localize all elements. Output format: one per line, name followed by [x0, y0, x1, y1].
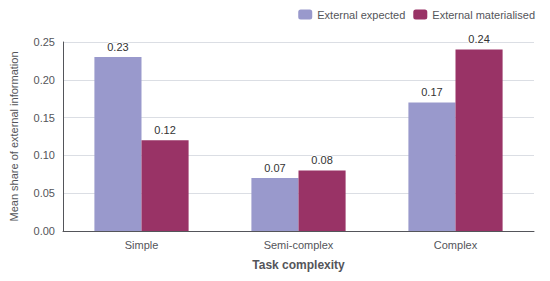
- svg-text:Simple: Simple: [125, 239, 159, 251]
- svg-text:0.05: 0.05: [34, 187, 55, 199]
- svg-text:0.12: 0.12: [154, 124, 175, 136]
- svg-text:0.20: 0.20: [34, 74, 55, 86]
- svg-text:External expected: External expected: [317, 9, 405, 21]
- svg-text:Mean share of external informa: Mean share of external information: [8, 52, 20, 222]
- svg-text:0.23: 0.23: [107, 41, 128, 53]
- svg-text:Task complexity: Task complexity: [252, 258, 345, 272]
- svg-text:Semi-complex: Semi-complex: [264, 239, 334, 251]
- svg-text:0.25: 0.25: [34, 36, 55, 48]
- svg-text:0.15: 0.15: [34, 112, 55, 124]
- svg-text:0.08: 0.08: [311, 154, 332, 166]
- svg-text:0.10: 0.10: [34, 149, 55, 161]
- svg-text:Complex: Complex: [434, 239, 478, 251]
- svg-text:0.17: 0.17: [421, 86, 442, 98]
- svg-text:0.24: 0.24: [468, 33, 489, 45]
- svg-text:External materialised: External materialised: [432, 9, 535, 21]
- svg-text:0.00: 0.00: [34, 225, 55, 237]
- svg-text:0.07: 0.07: [264, 162, 285, 174]
